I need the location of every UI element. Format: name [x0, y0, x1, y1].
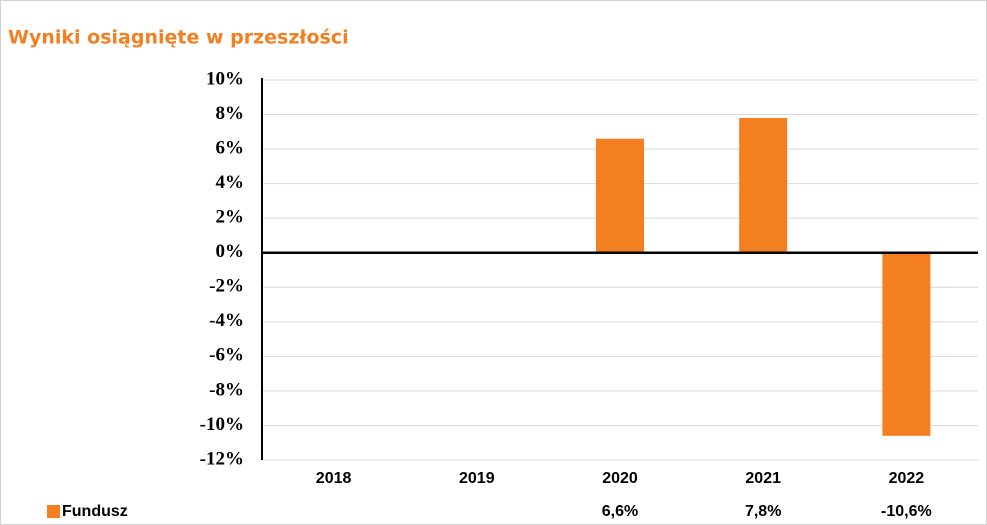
bar	[882, 252, 931, 436]
y-tick-label: -2%	[209, 276, 244, 297]
x-tick-label: 2021	[745, 470, 781, 487]
data-label: 7,8%	[745, 503, 781, 520]
y-tick-label: 2%	[216, 207, 245, 228]
data-label: 6,6%	[602, 503, 638, 520]
y-tick-label: -12%	[200, 448, 244, 469]
y-tick-label: -4%	[209, 310, 244, 331]
x-tick-label: 2020	[602, 470, 638, 487]
legend-swatch	[47, 505, 60, 518]
y-tick-label: -10%	[200, 414, 244, 435]
legend-label: Fundusz	[62, 503, 128, 520]
y-tick-label: 8%	[216, 103, 245, 124]
x-tick-label: 2018	[316, 470, 352, 487]
y-tick-label: -8%	[209, 379, 244, 400]
y-tick-label: 0%	[216, 241, 245, 262]
bar	[596, 138, 644, 253]
bar	[739, 118, 788, 253]
x-tick-label: 2022	[889, 470, 925, 487]
chart-title: Wyniki osiągnięte w przeszłości	[8, 27, 349, 49]
y-tick-label: 4%	[216, 172, 245, 193]
y-tick-label: 6%	[216, 137, 245, 158]
x-tick-label: 2019	[459, 470, 495, 487]
y-tick-label: 10%	[206, 68, 244, 89]
data-label: -10,6%	[881, 503, 932, 520]
y-tick-label: -6%	[209, 345, 244, 366]
